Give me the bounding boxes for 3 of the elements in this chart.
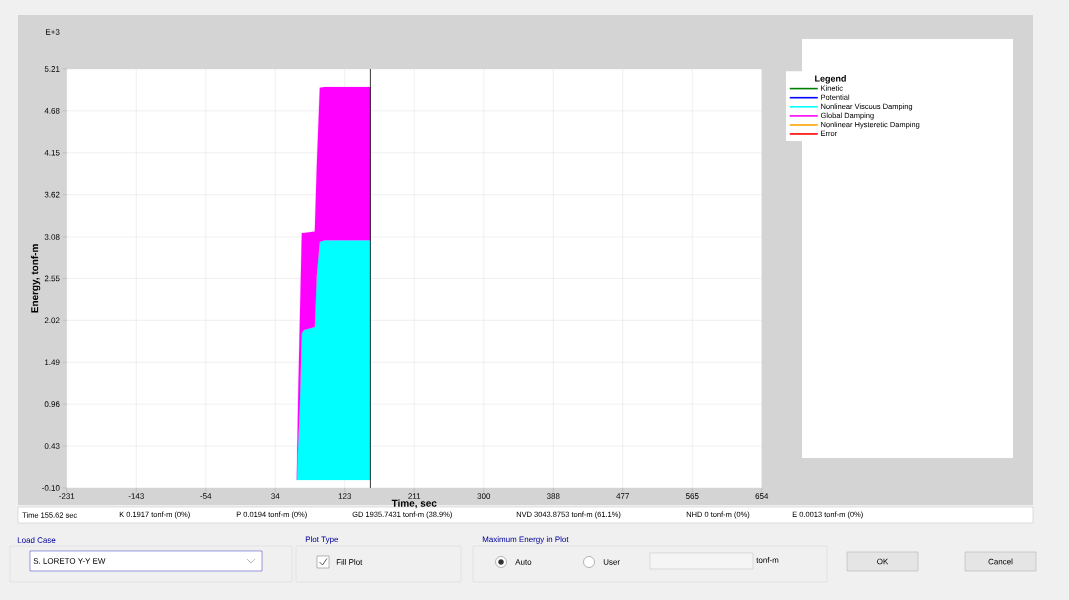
x-axis-title: Time, sec	[391, 499, 437, 509]
y-axis-title: Energy, tonf-m	[30, 244, 41, 313]
legend-title: Legend	[815, 75, 846, 84]
